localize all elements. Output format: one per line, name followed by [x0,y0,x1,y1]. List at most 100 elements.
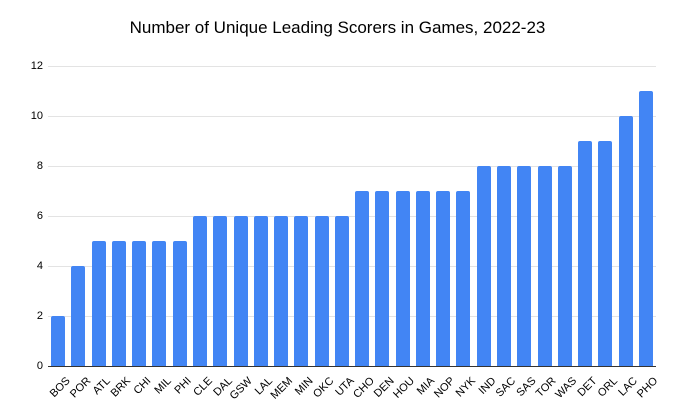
bar-slot-CHI [129,66,149,366]
y-tick-label-4: 4 [36,260,43,272]
bar-ATL [91,241,106,366]
bar-slot-CHO [352,66,372,366]
y-tick-label-10: 10 [30,110,43,122]
bar-HOU [395,191,410,366]
x-slot-NOP: NOP [432,371,457,416]
plot-area: 0 2 4 6 8 10 12 [31,60,656,372]
bar-BOS [51,316,66,366]
bar-MEM [274,216,289,366]
chart-title: Number of Unique Leading Scorers in Game… [129,18,546,37]
bar-slot-IND [474,66,494,366]
x-slot-SAS: SAS [514,371,539,416]
bar-slot-MIL [149,66,169,366]
x-slot-DEN: DEN [372,371,397,416]
bar-OKC [314,216,329,366]
bars-group [48,66,656,366]
x-slot-CLE: CLE [190,371,215,416]
y-tick-label-12: 12 [30,60,43,72]
bar-slot-SAC [494,66,514,366]
bar-LAL [253,216,268,366]
x-slot-CHO: CHO [351,371,377,416]
x-slot-BOS: BOS [48,371,73,416]
bar-slot-ATL [89,66,109,366]
y-tick-label-2: 2 [36,310,43,322]
bar-slot-BOS [48,66,68,366]
bar-DAL [213,216,228,366]
y-tick-label-6: 6 [36,210,43,222]
y-tick-label-0: 0 [36,360,43,372]
bar-UTA [334,216,349,366]
x-slot-HOU: HOU [391,371,417,416]
bar-DET [578,141,593,366]
bar-MIL [152,241,167,366]
bar-PHO [638,91,653,366]
x-tick-label-PHO: PHO [634,375,661,401]
gridline-8 [48,166,656,167]
bar-MIN [294,216,309,366]
x-slot-CHI: CHI [129,371,154,416]
x-slot-MEM: MEM [269,371,296,416]
bar-WAS [557,166,572,366]
x-slot-SAC: SAC [494,371,518,416]
bar-CLE [192,216,207,366]
x-slot-DET: DET [575,371,599,416]
bar-slot-HOU [393,66,413,366]
bar-slot-DET [575,66,595,366]
bar-slot-ORL [595,66,615,366]
x-slot-IND: IND [474,371,498,416]
bar-slot-SAS [514,66,534,366]
bar-slot-GSW [230,66,250,366]
bar-slot-TOR [534,66,554,366]
x-axis-line [48,366,656,367]
bar-slot-NYK [453,66,473,366]
bar-slot-WAS [555,66,575,366]
bar-slot-OKC [311,66,331,366]
bar-PHI [172,241,187,366]
x-slot-LAC: LAC [615,371,640,416]
bar-GSW [233,216,248,366]
x-axis-labels: BOS POR ATL BRK CHI MIL PHI CLE DAL GSW LAL MEM MIN O… [48,371,661,416]
x-slot-BRK: BRK [109,371,133,416]
bar-slot-LAC [615,66,635,366]
x-slot-UTA: UTA [332,371,356,416]
bar-slot-UTA [332,66,352,366]
gridline-12 [48,66,656,67]
gridline-10 [48,116,656,117]
x-slot-OKC: OKC [311,371,336,416]
x-slot-GSW: GSW [228,371,255,416]
gridline-6 [48,216,656,217]
x-slot-ORL: ORL [595,371,619,416]
bar-NOP [436,191,451,366]
bar-slot-BRK [109,66,129,366]
x-slot-NYK: NYK [453,371,477,416]
x-slot-MIL: MIL [149,371,173,416]
x-slot-PHI: PHI [170,371,194,416]
bar-slot-MEM [271,66,291,366]
bar-CHI [132,241,147,366]
gridline-4 [48,266,656,267]
bar-slot-CLE [190,66,210,366]
bar-slot-PHO [636,66,656,366]
bar-slot-MIA [413,66,433,366]
bar-BRK [111,241,126,366]
bar-MIA [415,191,430,366]
x-slot-PHO: PHO [635,371,660,416]
x-slot-MIA: MIA [413,371,437,416]
bar-slot-NOP [433,66,453,366]
x-slot-WAS: WAS [553,371,579,416]
bar-slot-DAL [210,66,230,366]
y-tick-label-8: 8 [36,160,43,172]
bar-slot-MIN [291,66,311,366]
bar-SAC [496,166,511,366]
bar-slot-LAL [251,66,271,366]
bar-NYK [456,191,471,366]
bar-slot-POR [68,66,88,366]
bar-CHO [355,191,370,366]
bar-POR [71,266,86,366]
gridline-2 [48,316,656,317]
x-slot-POR: POR [68,371,93,416]
bar-slot-DEN [372,66,392,366]
x-slot-MIN: MIN [291,371,316,416]
bar-LAC [618,116,633,366]
